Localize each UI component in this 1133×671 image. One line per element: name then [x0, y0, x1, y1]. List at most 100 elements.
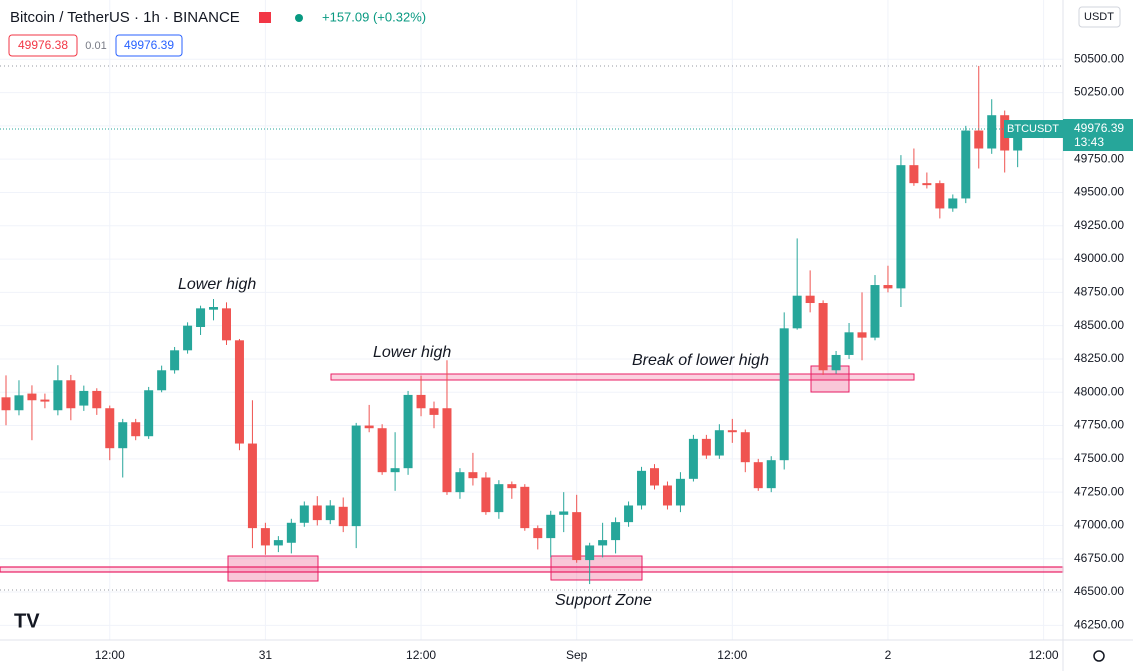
candle-body	[234, 340, 244, 444]
candle-body	[442, 408, 452, 493]
flag-icon[interactable]	[259, 12, 271, 23]
candle-body	[987, 115, 997, 149]
candle-body	[468, 472, 478, 479]
x-tick-label: 12:00	[95, 648, 125, 662]
y-tick-label: 48750.00	[1074, 285, 1124, 299]
candle-body	[455, 472, 465, 493]
candle-body	[766, 460, 776, 489]
countdown: 13:43	[1074, 135, 1104, 149]
candle-body	[325, 505, 335, 521]
candle-body	[429, 408, 439, 415]
candle-body	[416, 394, 426, 409]
x-tick-label: 12:00	[1029, 648, 1059, 662]
candle-body	[650, 468, 659, 486]
candle-body	[299, 505, 309, 523]
annotation: Break of lower high	[632, 352, 769, 369]
candle-body	[481, 477, 491, 513]
logo: TV	[14, 610, 40, 632]
candle-body	[14, 395, 24, 411]
candle-body	[922, 183, 932, 186]
candle-body	[611, 522, 621, 541]
annotation: Support Zone	[555, 592, 652, 609]
x-tick-label: 12:00	[717, 648, 747, 662]
y-tick-label: 50500.00	[1074, 51, 1124, 65]
x-tick-label: 31	[259, 648, 273, 662]
y-tick-label: 47500.00	[1074, 451, 1124, 465]
y-tick-label: 46500.00	[1074, 584, 1124, 598]
settings-icon[interactable]	[1093, 650, 1105, 662]
candle-body	[364, 425, 374, 429]
candle-body	[727, 430, 737, 433]
candle-body	[792, 295, 802, 329]
support-box	[227, 555, 319, 582]
candle-body	[351, 425, 361, 527]
candle-body	[40, 399, 50, 402]
x-tick-label: 12:00	[406, 648, 436, 662]
y-tick-label: 50250.00	[1074, 85, 1124, 99]
x-tick-label: 2	[885, 648, 892, 662]
candle-body	[598, 540, 608, 546]
candle-body	[260, 528, 270, 546]
candle-body	[286, 522, 296, 543]
y-tick-label: 49750.00	[1074, 151, 1124, 165]
candle-body	[27, 393, 37, 401]
candle-body	[209, 307, 219, 310]
candle-body	[390, 468, 400, 473]
candle-body	[403, 394, 413, 469]
break-box	[810, 365, 850, 393]
symbol-tag	[1004, 120, 1063, 139]
candle-body	[714, 430, 724, 456]
y-tick-label: 46250.00	[1074, 618, 1124, 632]
candle-body	[662, 485, 672, 506]
candle-body	[935, 183, 945, 209]
y-tick-label: 47750.00	[1074, 418, 1124, 432]
candle-body	[675, 478, 685, 506]
y-tick-label: 49500.00	[1074, 185, 1124, 199]
support-box	[550, 555, 643, 581]
y-tick-label: 48500.00	[1074, 318, 1124, 332]
currency-box[interactable]	[1078, 6, 1121, 28]
candle-body	[312, 505, 322, 521]
candle-body	[948, 198, 958, 209]
candle-body	[961, 130, 971, 199]
candle-body	[753, 462, 763, 489]
y-tick-label: 46750.00	[1074, 551, 1124, 565]
candle-body	[273, 540, 283, 546]
candle-body	[844, 332, 854, 355]
candle-body	[79, 390, 89, 406]
candle-body	[805, 295, 815, 304]
candle-body	[533, 528, 543, 539]
candle-body	[740, 432, 750, 463]
grid	[0, 0, 1063, 640]
candle-body	[909, 165, 919, 184]
support-band	[0, 566, 1064, 573]
candle-body	[105, 408, 115, 449]
candle-body	[92, 390, 102, 409]
buy-box[interactable]	[115, 34, 183, 57]
symbol: BTCUSDT	[1007, 123, 1059, 135]
candle-body	[196, 308, 206, 327]
candle-body	[637, 470, 647, 506]
candle-body	[338, 506, 348, 527]
candle-body	[779, 328, 789, 461]
candle-body	[559, 511, 569, 515]
candle-body	[144, 390, 154, 437]
candle-body	[131, 422, 141, 437]
candle-body	[118, 422, 128, 449]
sell-box[interactable]	[8, 34, 78, 57]
candle-body	[183, 325, 193, 351]
last-price-tag	[1063, 119, 1133, 152]
candle-body	[546, 514, 556, 539]
y-tick-label: 49250.00	[1074, 218, 1124, 232]
candle-body	[974, 130, 984, 149]
candle-body	[818, 303, 828, 371]
candle-body	[377, 428, 387, 473]
candle-body	[520, 486, 530, 529]
candle-body	[53, 380, 63, 411]
candle-body	[857, 332, 867, 338]
y-tick-label: 47250.00	[1074, 484, 1124, 498]
annotation: Lower high	[373, 344, 451, 361]
candles	[1, 65, 1023, 585]
